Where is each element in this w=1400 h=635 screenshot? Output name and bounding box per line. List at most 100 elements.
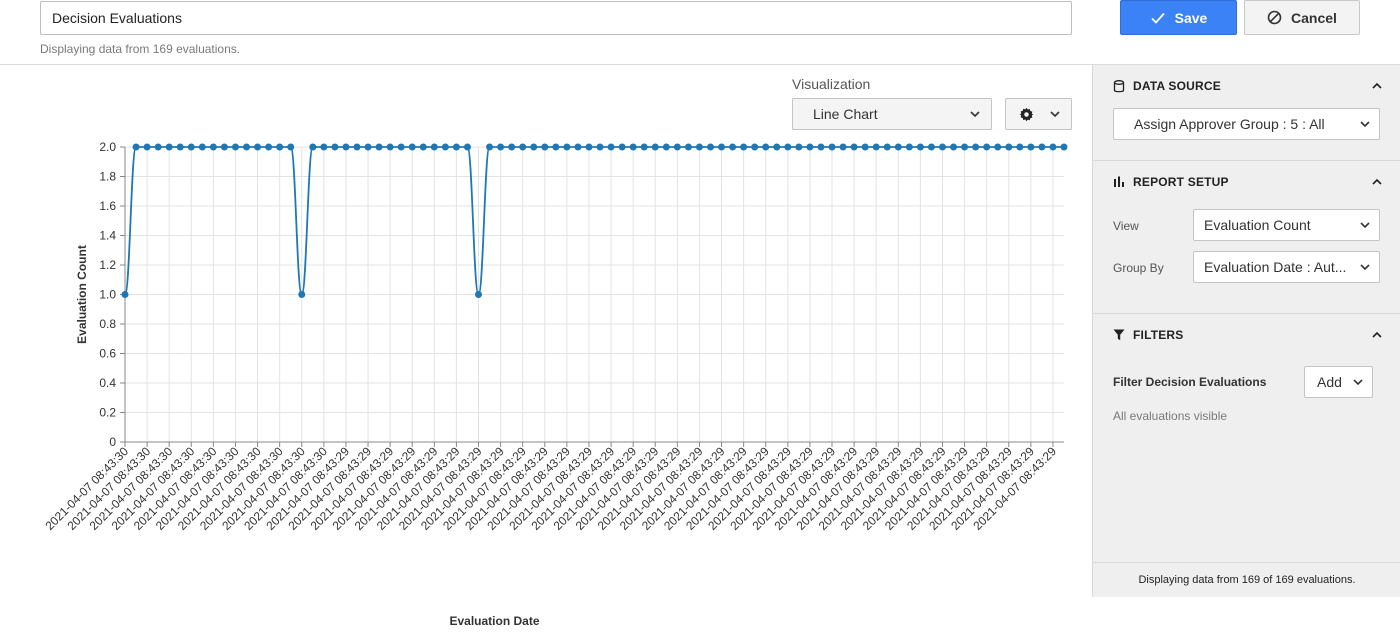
cancel-button[interactable]: Cancel	[1244, 0, 1360, 35]
check-icon	[1151, 12, 1165, 24]
data-source-section: DATA SOURCE Assign Approver Group : 5 : …	[1093, 65, 1400, 161]
data-point	[254, 143, 262, 151]
y-tick-label: 0.8	[99, 317, 116, 331]
cancel-circle-icon	[1267, 10, 1282, 25]
data-point	[475, 291, 483, 298]
chevron-down-icon	[1360, 121, 1370, 128]
data-point	[894, 143, 902, 151]
data-point	[872, 143, 880, 151]
chevron-down-icon	[1353, 379, 1363, 386]
y-tick-label: 1.0	[99, 288, 116, 302]
report-setup-header[interactable]: REPORT SETUP	[1113, 175, 1229, 189]
data-point	[320, 143, 328, 151]
data-point	[1060, 143, 1068, 151]
y-axis-title: Evaluation Count	[75, 245, 89, 344]
report-header: Displaying data from 169 evaluations. Sa…	[0, 0, 1400, 65]
line-chart: 00.20.40.60.81.01.21.41.61.82.02021-04-0…	[42, 140, 1068, 628]
data-point	[850, 143, 858, 151]
chart-area: Visualization Line Chart 0 0.2 0.4 0.6 0.8 1.…	[0, 65, 1092, 628]
data-point	[530, 143, 538, 151]
add-filter-button[interactable]: Add	[1304, 366, 1373, 398]
data-point	[695, 143, 703, 151]
data-point	[176, 143, 184, 151]
footer-summary: Displaying data from 169 of 169 evaluati…	[1138, 574, 1356, 586]
chevron-up-icon[interactable]	[1371, 329, 1383, 341]
data-point	[541, 143, 549, 151]
y-tick-label: 2.0	[99, 140, 116, 154]
gear-icon	[1019, 107, 1034, 122]
data-point	[585, 143, 593, 151]
filter-icon	[1113, 329, 1125, 341]
y-tick-label: 1.4	[99, 229, 116, 243]
data-point	[408, 143, 416, 151]
filters-header[interactable]: FILTERS	[1113, 328, 1184, 342]
data-source-title: DATA SOURCE	[1133, 79, 1221, 93]
data-point	[905, 143, 913, 151]
report-name-input[interactable]	[40, 1, 1072, 35]
y-tick-label: 1.2	[99, 258, 116, 272]
chevron-down-icon	[970, 111, 980, 118]
data-point	[1027, 143, 1035, 151]
visualization-label: Visualization	[792, 76, 871, 92]
filters-section: FILTERS Filter Decision Evaluations Add …	[1093, 314, 1400, 562]
data-point	[419, 143, 427, 151]
data-point	[927, 143, 935, 151]
data-source-value: Assign Approver Group : 5 : All	[1134, 116, 1325, 132]
data-point	[861, 143, 869, 151]
y-tick-label: 0.6	[99, 347, 116, 361]
group-by-select[interactable]: Evaluation Date : Aut...	[1193, 251, 1380, 283]
data-point	[231, 143, 239, 151]
data-point	[607, 143, 615, 151]
y-tick-label: 1.8	[99, 170, 116, 184]
chart-settings-dropdown[interactable]	[1005, 98, 1072, 130]
add-filter-label: Add	[1317, 374, 1342, 390]
report-sidebar: DATA SOURCE Assign Approver Group : 5 : …	[1092, 65, 1400, 597]
data-point	[684, 143, 692, 151]
data-point	[441, 143, 449, 151]
data-point	[397, 143, 405, 151]
data-point	[983, 143, 991, 151]
save-button[interactable]: Save	[1120, 0, 1237, 35]
chevron-down-icon	[1360, 222, 1370, 229]
data-point	[220, 143, 228, 151]
data-point	[706, 143, 714, 151]
sidebar-footer: Displaying data from 169 of 169 evaluati…	[1093, 562, 1400, 597]
evaluations-summary: Displaying data from 169 evaluations.	[40, 42, 241, 56]
data-point	[916, 143, 924, 151]
data-point	[629, 143, 637, 151]
data-point	[563, 143, 571, 151]
data-point	[961, 143, 969, 151]
data-point	[375, 143, 383, 151]
y-tick-label: 0.4	[99, 376, 116, 390]
data-point	[740, 143, 748, 151]
data-point	[497, 143, 505, 151]
data-point	[463, 143, 471, 151]
data-point	[718, 143, 726, 151]
data-point	[950, 143, 958, 151]
y-tick-label: 0.2	[99, 406, 116, 420]
database-icon	[1113, 79, 1125, 92]
x-axis-title: Evaluation Date	[449, 614, 539, 628]
view-select[interactable]: Evaluation Count	[1193, 209, 1380, 241]
data-source-header[interactable]: DATA SOURCE	[1113, 79, 1221, 93]
data-point	[331, 143, 339, 151]
data-point	[209, 143, 217, 151]
data-point	[243, 143, 251, 151]
data-point	[508, 143, 516, 151]
chevron-up-icon[interactable]	[1371, 176, 1383, 188]
data-point	[187, 143, 195, 151]
visualization-select[interactable]: Line Chart	[792, 98, 992, 130]
data-point	[198, 143, 206, 151]
data-point	[574, 143, 582, 151]
data-source-select[interactable]: Assign Approver Group : 5 : All	[1113, 108, 1380, 140]
data-point	[618, 143, 626, 151]
data-point	[165, 143, 173, 151]
data-point	[673, 143, 681, 151]
data-point	[662, 143, 670, 151]
data-point	[121, 291, 129, 298]
data-point	[132, 143, 140, 151]
data-point	[994, 143, 1002, 151]
data-point	[154, 143, 162, 151]
chevron-up-icon[interactable]	[1371, 80, 1383, 92]
filter-status: All evaluations visible	[1113, 409, 1228, 423]
